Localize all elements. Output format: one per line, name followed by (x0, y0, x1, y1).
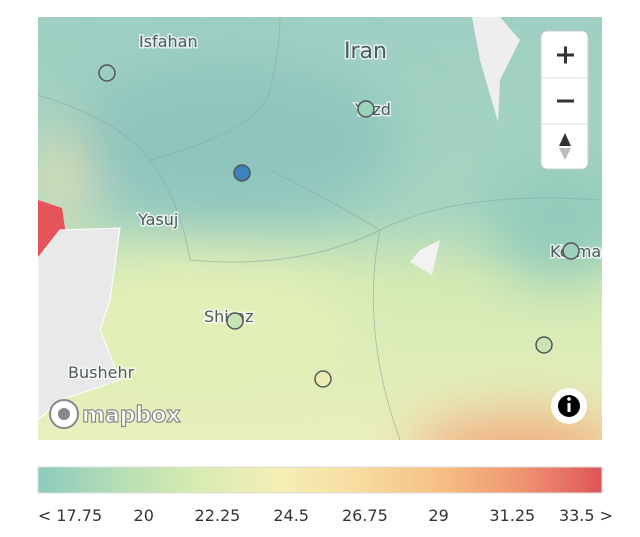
info-button[interactable] (551, 388, 587, 424)
station-marker[interactable] (562, 242, 580, 260)
attribution: mapbox (82, 403, 181, 428)
station-marker[interactable] (98, 64, 116, 82)
legend-tick-label: 33.5 > (559, 506, 613, 525)
legend-tick-label: 26.75 (342, 506, 388, 525)
borders (38, 17, 601, 440)
place-label: Bushehr (68, 363, 135, 382)
station-marker[interactable] (314, 370, 332, 388)
zoom-controls (540, 30, 589, 170)
mapbox-logo: mapbox (49, 399, 181, 429)
map[interactable]: Isfahan Iran Yazd Yasuj Kerman Shiraz Bu… (38, 17, 630, 480)
legend-tick-label: 31.25 (489, 506, 535, 525)
compass[interactable] (559, 133, 571, 160)
stations (98, 64, 580, 388)
no-data (472, 17, 520, 122)
legend-tick-label: < 17.75 (38, 506, 102, 525)
sea (38, 227, 121, 421)
legend-tick-label: 24.5 (273, 506, 309, 525)
station-marker[interactable] (233, 164, 251, 182)
no-data (410, 240, 440, 275)
zoom-in[interactable] (557, 46, 574, 64)
place-label: Yasuj (137, 210, 178, 229)
legend-tick-label: 22.25 (195, 506, 241, 525)
legend-tick-label: 29 (428, 506, 448, 525)
legend-ticks: < 17.75 20 22.25 24.5 26.75 29 31.25 33.5 > (38, 506, 613, 525)
heat-blobs (40, 60, 602, 440)
place-label: Kerman (550, 242, 611, 261)
place-label: Isfahan (139, 32, 198, 51)
legend-bar (37, 466, 603, 494)
station-marker[interactable] (535, 336, 553, 354)
station-marker[interactable] (357, 100, 375, 118)
station-marker[interactable] (226, 312, 244, 330)
legend-tick-label: 20 (134, 506, 154, 525)
country-label: Iran (344, 39, 387, 64)
